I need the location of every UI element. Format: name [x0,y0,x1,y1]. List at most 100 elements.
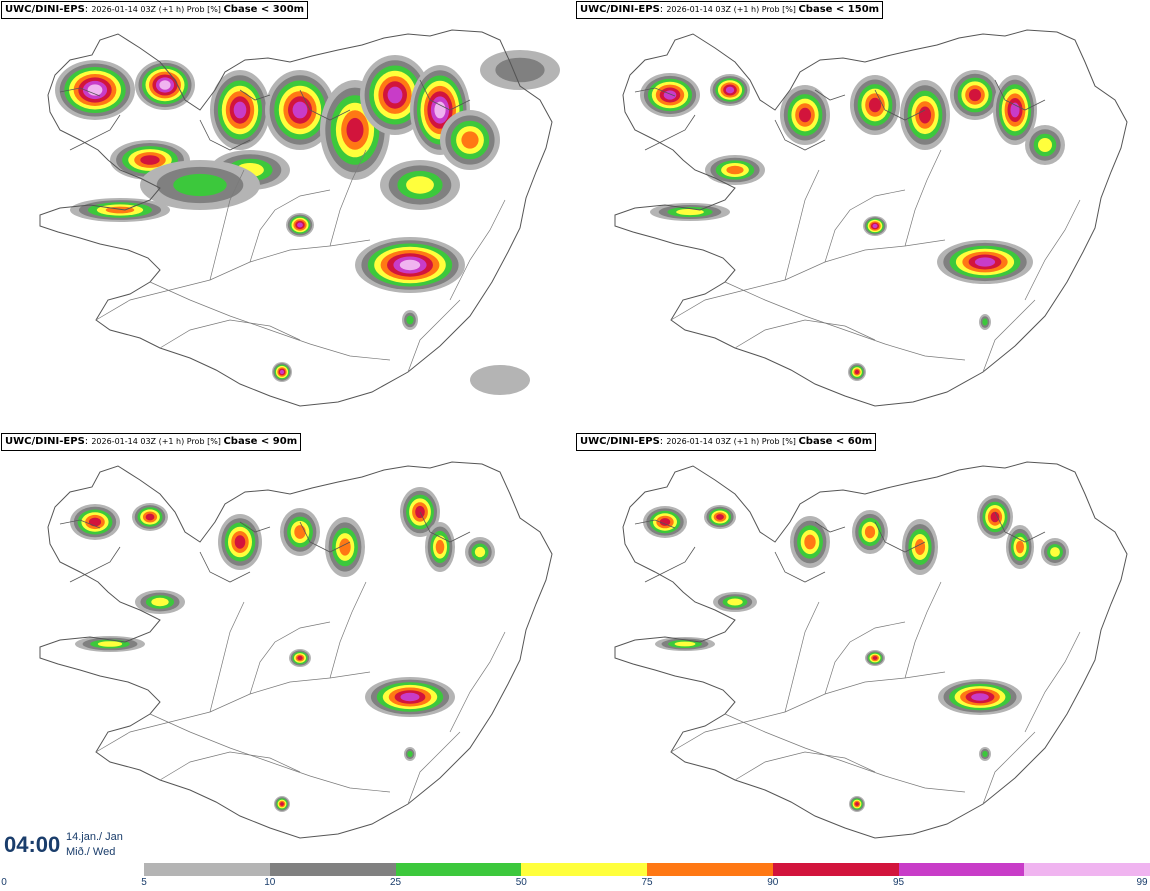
prob-contour-level-5 [659,518,671,526]
fjord-line [59,87,101,97]
fjord-line [644,546,696,583]
fjord-line [419,511,471,543]
road-line [724,713,966,793]
panel-title: UWC/DINI-EPS: 2026-01-14 03Z (+1 h) Prob… [1,1,309,19]
prob-contour-level-0 [470,365,530,395]
prob-contour-level-4 [726,165,744,175]
title-separator: : [659,436,667,447]
fjord-line [59,519,101,529]
colorbar-tick-label: 75 [641,877,653,888]
road-line [407,299,461,373]
prob-contour-level-5 [716,514,724,520]
fjord-line [239,89,271,101]
road-line [904,581,942,679]
valid-date-line1: 14.jan./ Jan [66,831,123,843]
road-line [670,671,946,753]
prob-contour-level-2 [173,173,227,197]
prob-contour-level-4 [294,525,306,539]
run-meta: 2026-01-14 03Z (+1 h) Prob [%] [666,5,799,14]
road-line [159,319,301,349]
road-line [329,581,367,679]
fjord-line [299,89,351,121]
model-name: UWC/DINI-EPS [580,436,660,447]
road-line [904,149,942,247]
road-line [734,751,876,781]
road-line [1024,199,1081,301]
fjord-line [994,511,1046,543]
map-panel-4: UWC/DINI-EPS: 2026-01-14 03Z (+1 h) Prob… [575,432,1150,864]
fjord-line [874,521,926,553]
road-line [1024,631,1081,733]
model-name: UWC/DINI-EPS [5,436,85,447]
fjord-line [634,519,676,529]
prob-contour-level-3 [1050,547,1060,557]
road-line [824,189,906,263]
colorbar-tick-label: 25 [389,877,402,888]
prob-contour-level-7 [434,101,446,119]
prob-contour-level-6 [725,86,735,94]
prob-contour-level-3 [727,598,743,606]
prob-contour-level-3 [1038,138,1052,152]
fjord-line [199,119,251,151]
run-meta: 2026-01-14 03Z (+1 h) Prob [%] [91,5,224,14]
colorbar-segment [898,863,1025,876]
fjord-line [644,114,696,151]
prob-contour-level-6 [872,223,878,229]
road-line [449,199,506,301]
prob-contour-level-3 [674,641,696,647]
prob-contour-level-5 [872,656,878,660]
threshold-label: Cbase < 150m [798,4,880,15]
road-line [209,601,245,713]
probability-fields [640,70,1065,381]
title-separator: : [659,4,667,15]
prob-contour-level-5 [798,107,812,123]
panel-title: UWC/DINI-EPS: 2026-01-14 03Z (+1 h) Prob… [1,433,302,451]
prob-contour-level-5 [918,106,932,124]
colorbar-tick-label: 90 [767,877,779,888]
threshold-label: Cbase < 300m [223,4,305,15]
probability-fields [70,487,495,812]
road-line [734,319,876,349]
prob-contour-level-6 [292,101,308,119]
prob-contour-level-5 [346,117,364,143]
probability-map [614,461,1128,839]
prob-contour-level-5 [280,802,284,806]
prob-contour-level-3 [406,176,434,194]
prob-contour-level-5 [145,513,155,521]
road-line [249,189,331,263]
prob-contour-level-2 [982,750,988,758]
valid-time-clock: 04:00 [4,832,61,857]
prob-contour-level-6 [971,693,989,701]
colorbar-segment [269,863,396,876]
prob-contour-level-5 [140,155,160,165]
threshold-label: Cbase < 90m [223,436,298,447]
panel-title: UWC/DINI-EPS: 2026-01-14 03Z (+1 h) Prob… [576,433,877,451]
fjord-line [874,89,926,121]
road-line [784,601,820,713]
road-line [670,239,946,321]
probability-fields [643,495,1069,812]
prob-contour-level-7 [399,259,421,271]
prob-contour-level-5 [854,369,860,375]
prob-contour-level-2 [406,315,414,325]
colorbar-tick-label: 99 [1136,877,1148,888]
probability-fields [55,50,560,395]
road-line [159,751,301,781]
prob-contour-level-4 [461,131,479,149]
prob-contour-level-6 [387,86,403,104]
fjord-line [774,119,826,151]
valid-date-line2: Mið./ Wed [66,846,116,858]
colorbar-tick-label: 10 [264,877,276,888]
map-panel-3: UWC/DINI-EPS: 2026-01-14 03Z (+1 h) Prob… [0,432,575,864]
fjord-line [69,546,121,583]
road-line [824,621,906,695]
fjord-line [419,79,471,111]
fjord-line [814,89,846,101]
prob-contour-level-3 [474,546,486,558]
prob-contour-level-4 [864,525,876,539]
map-panel-1: UWC/DINI-EPS: 2026-01-14 03Z (+1 h) Prob… [0,0,575,432]
prob-contour-level-4 [914,539,926,555]
prob-contour-level-5 [234,535,246,549]
road-line [249,621,331,695]
prob-contour-level-4 [435,539,445,555]
